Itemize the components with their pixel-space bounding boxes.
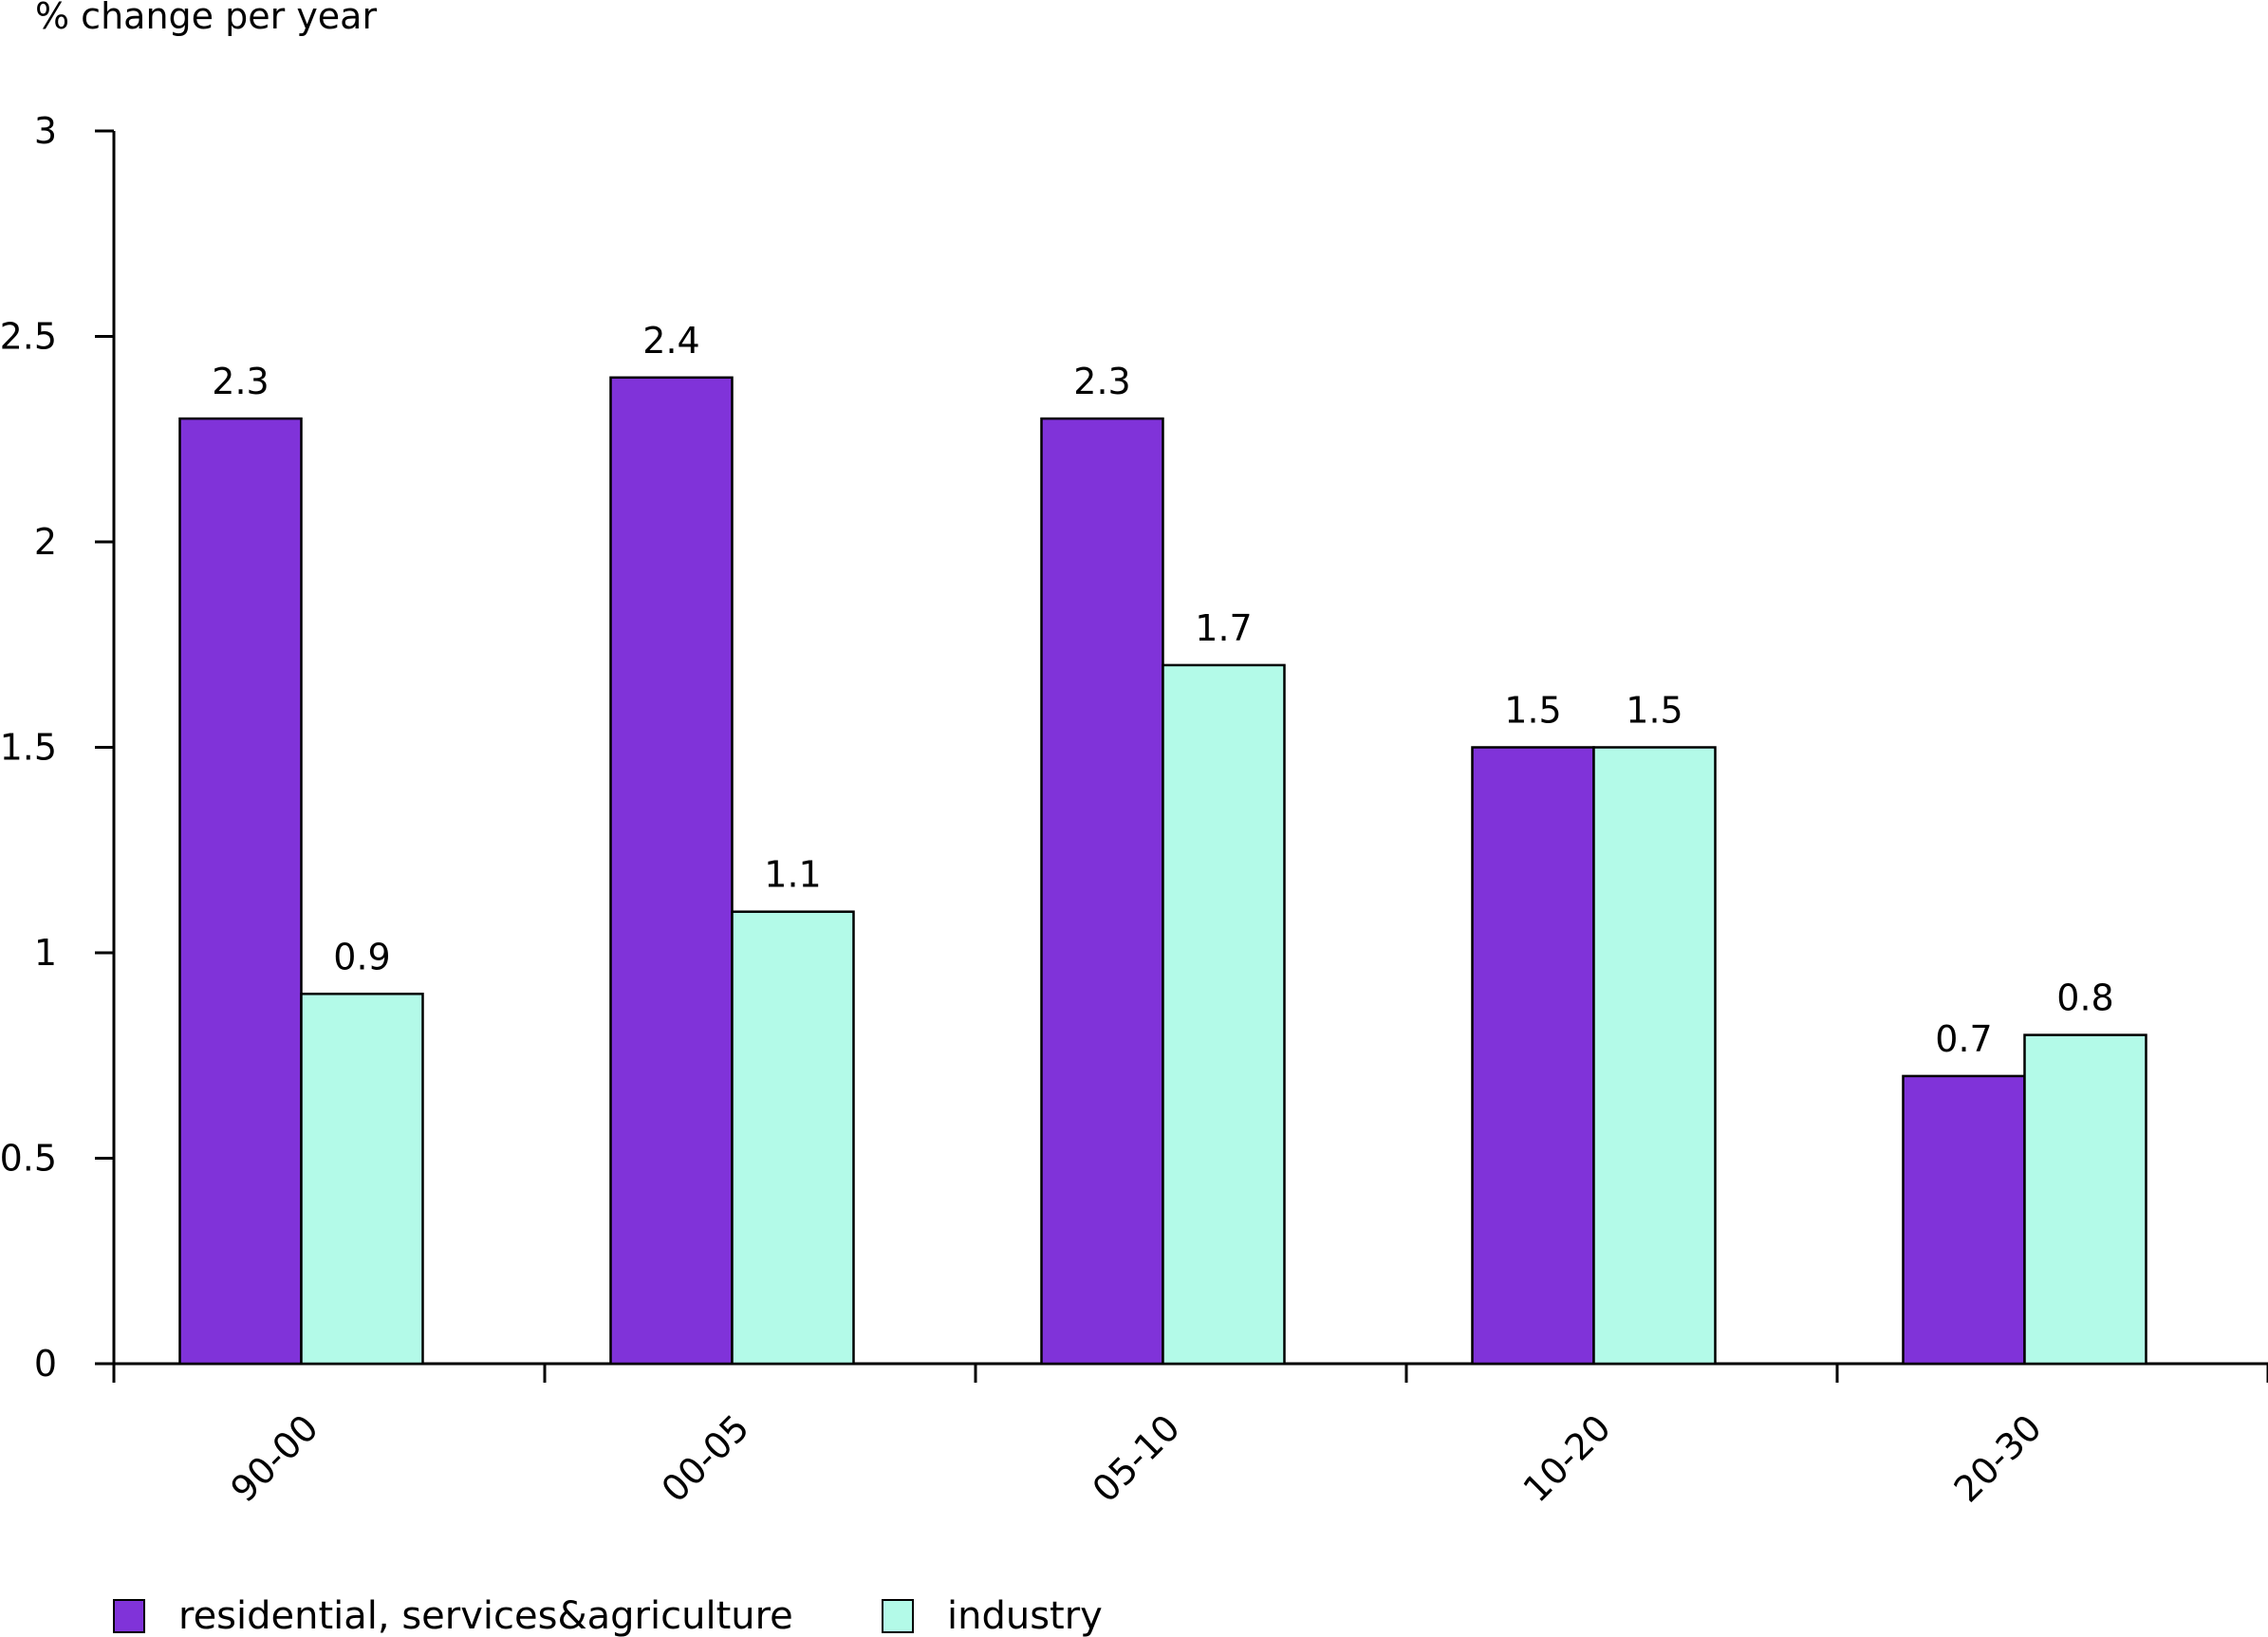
- bar-value-label: 2.3: [1073, 361, 1130, 402]
- bar-value-label: 0.9: [333, 936, 390, 977]
- y-tick-label: 0.5: [0, 1138, 57, 1180]
- bar-industry-20-30: [2023, 1033, 2147, 1366]
- bar-value-label: 2.4: [642, 320, 699, 362]
- y-tick-label: 1.5: [0, 727, 57, 769]
- x-tick-label: 05-10: [1085, 1406, 1188, 1510]
- bar-value-label: 0.8: [2056, 977, 2113, 1019]
- y-tick-label: 2.5: [0, 316, 57, 358]
- legend-swatch-industry: [882, 1599, 914, 1633]
- x-tick-label: 20-30: [1946, 1406, 2050, 1510]
- data-labels-group: 2.3 0.9 2.4 1.1 2.3 1.7 1.5 1.5 0.7 0.8: [212, 320, 2113, 1060]
- y-tick-label: 3: [34, 110, 57, 152]
- bar-value-label: 1.7: [1195, 607, 1252, 649]
- bar-industry-05-10: [1162, 663, 1286, 1366]
- legend-label-residential: residential, services&agriculture: [178, 1594, 793, 1637]
- x-tick-label: 10-20: [1515, 1406, 1619, 1510]
- bar-industry-00-05: [731, 910, 855, 1366]
- bars-group: [178, 376, 2147, 1366]
- y-tick-label: 1: [34, 932, 57, 974]
- bar-residential-90-00: [178, 417, 303, 1366]
- bar-value-label: 0.7: [1935, 1018, 1992, 1060]
- bar-value-label: 2.3: [212, 361, 269, 402]
- bar-industry-10-20: [1592, 746, 1717, 1366]
- bar-industry-90-00: [300, 993, 424, 1366]
- y-tick-label: 0: [34, 1343, 57, 1385]
- y-tick-label: 2: [34, 521, 57, 563]
- bar-value-label: 1.1: [764, 854, 821, 896]
- bar-residential-00-05: [609, 376, 734, 1366]
- bar-residential-05-10: [1040, 417, 1164, 1366]
- legend-label-industry: industry: [947, 1594, 1103, 1637]
- x-tick-label: 00-05: [654, 1406, 757, 1510]
- x-axis-ticks: 90-00 00-05 05-10 10-20 20-30: [112, 1364, 2268, 1510]
- bar-value-label: 1.5: [1626, 690, 1682, 732]
- legend: residential, services&agriculture industr…: [113, 1594, 1103, 1637]
- bar-residential-20-30: [1902, 1074, 2026, 1366]
- y-axis-ticks: 0 0.5 1 1.5 2 2.5 3: [0, 110, 114, 1385]
- bar-residential-10-20: [1471, 746, 1595, 1366]
- y-axis-label: % change per year: [35, 0, 377, 37]
- x-tick-label: 90-00: [223, 1406, 326, 1510]
- bar-value-label: 1.5: [1504, 690, 1561, 732]
- legend-swatch-residential: [113, 1599, 145, 1633]
